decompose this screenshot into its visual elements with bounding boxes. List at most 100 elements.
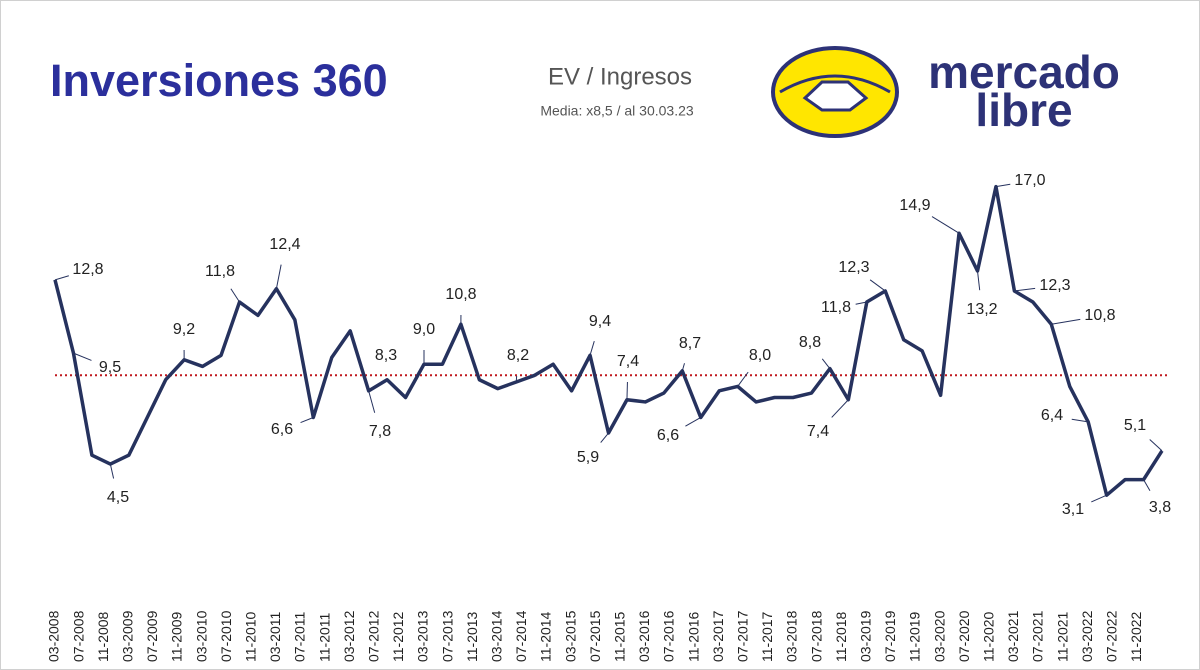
x-tick-label: 11-2013	[464, 611, 480, 662]
leader-line	[1091, 494, 1107, 503]
leader-line	[995, 183, 1011, 188]
leader-line	[109, 463, 115, 479]
x-tick-label: 07-2015	[587, 610, 603, 662]
x-tick-label: 07-2012	[366, 610, 382, 662]
data-label: 13,2	[966, 301, 997, 318]
x-tick-label: 11-2020	[981, 611, 997, 662]
leader-line	[275, 264, 282, 289]
x-tick-label: 07-2016	[661, 610, 677, 662]
leader-line	[855, 301, 867, 305]
data-label: 12,8	[72, 261, 103, 278]
x-tick-label: 11-2008	[95, 611, 111, 662]
data-label: 10,8	[445, 286, 476, 303]
data-label: 12,3	[838, 259, 869, 276]
leader-line	[1051, 318, 1081, 325]
data-label: 12,4	[269, 236, 300, 253]
x-tick-label: 11-2009	[169, 611, 185, 662]
data-label: 5,1	[1124, 417, 1146, 434]
x-tick-label: 11-2022	[1128, 611, 1144, 662]
data-label: 14,9	[899, 197, 930, 214]
data-label: 17,0	[1014, 172, 1045, 189]
leader-line	[54, 275, 69, 281]
x-tick-label: 07-2021	[1030, 610, 1046, 662]
x-tick-label: 07-2014	[513, 610, 529, 662]
x-tick-label: 03-2015	[562, 610, 578, 662]
data-label: 3,8	[1149, 499, 1171, 516]
leader-line	[1149, 439, 1163, 452]
x-tick-label: 03-2012	[341, 610, 357, 662]
logo-text: libre	[975, 84, 1072, 136]
data-label: 7,8	[369, 423, 391, 440]
x-tick-label: 07-2013	[439, 610, 455, 662]
data-label: 8,7	[679, 335, 701, 352]
x-tick-label: 03-2016	[636, 610, 652, 662]
data-label: 5,9	[577, 449, 599, 466]
x-tick-label: 03-2008	[46, 610, 62, 662]
data-label: 9,2	[173, 321, 195, 338]
x-tick-label: 07-2019	[882, 610, 898, 662]
x-tick-label: 03-2020	[931, 610, 947, 662]
logo: mercado libre	[771, 46, 1120, 138]
leader-line	[737, 371, 749, 387]
data-label: 11,8	[821, 299, 851, 316]
leader-line	[230, 288, 240, 303]
data-label: 9,5	[99, 359, 121, 376]
x-tick-label: 11-2018	[833, 611, 849, 662]
data-label: 8,8	[799, 334, 821, 351]
data-label: 3,1	[1062, 501, 1084, 518]
x-tick-label: 11-2012	[390, 611, 406, 662]
x-tick-label: 11-2016	[685, 611, 701, 662]
leader-line	[1014, 287, 1036, 292]
leader-line	[1071, 418, 1089, 423]
data-label: 9,4	[589, 313, 611, 330]
x-tick-label: 11-2010	[243, 611, 259, 662]
brand-title: Inversiones 360	[50, 55, 388, 106]
x-tick-label: 03-2017	[710, 610, 726, 662]
data-label: 10,8	[1084, 307, 1115, 324]
x-tick-label: 03-2021	[1005, 610, 1021, 662]
data-label: 8,2	[507, 347, 529, 364]
x-tick-label: 03-2022	[1079, 610, 1095, 662]
x-tick-label: 11-2014	[538, 611, 554, 662]
leader-line	[977, 270, 981, 291]
data-label: 8,3	[375, 347, 397, 364]
x-tick-label: 07-2010	[218, 610, 234, 662]
chart-subtitle: Media: x8,5 / al 30.03.23	[540, 103, 694, 119]
x-tick-label: 07-2009	[144, 610, 160, 662]
data-label: 9,0	[413, 321, 435, 338]
x-tick-label: 03-2018	[784, 610, 800, 662]
logo-arc	[779, 74, 891, 94]
x-tick-label: 07-2018	[808, 610, 824, 662]
x-tick-label: 03-2013	[415, 610, 431, 662]
leader-line	[931, 216, 960, 234]
x-tick-label: 07-2008	[70, 610, 86, 662]
x-tick-label: 11-2011	[316, 612, 332, 662]
data-label: 7,4	[807, 423, 829, 440]
leader-line	[869, 279, 886, 292]
leader-line	[73, 352, 92, 361]
data-label: 4,5	[107, 489, 129, 506]
leader-line	[831, 399, 849, 418]
x-tick-label: 11-2015	[612, 611, 628, 662]
data-label: 11,8	[205, 263, 235, 280]
x-tick-label: 03-2010	[193, 610, 209, 662]
leader-line	[589, 341, 595, 356]
chart-title: EV / Ingresos	[548, 63, 692, 90]
leader-line	[821, 358, 831, 369]
data-label: 6,4	[1041, 407, 1063, 424]
x-tick-label: 07-2022	[1104, 610, 1120, 662]
x-tick-label: 03-2009	[120, 610, 136, 662]
x-tick-label: 07-2017	[735, 610, 751, 662]
data-label: 12,3	[1039, 277, 1070, 294]
x-tick-label: 07-2020	[956, 610, 972, 662]
x-tick-label: 03-2019	[858, 610, 874, 662]
leader-line	[1143, 479, 1151, 491]
data-label: 8,0	[749, 347, 771, 364]
data-label: 6,6	[657, 427, 679, 444]
logo-text: mercado	[928, 46, 1120, 98]
logo-hands	[802, 80, 869, 112]
leader-line	[368, 390, 376, 413]
x-tick-label: 03-2014	[489, 610, 505, 662]
